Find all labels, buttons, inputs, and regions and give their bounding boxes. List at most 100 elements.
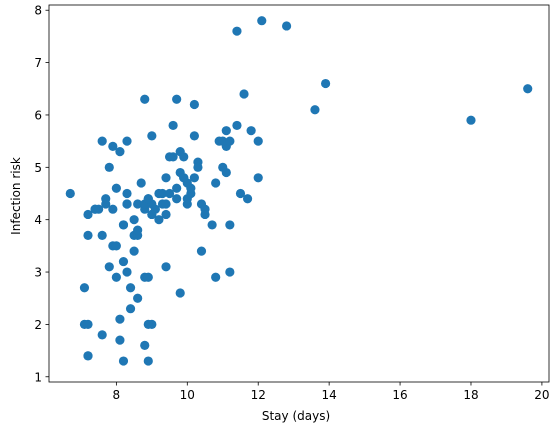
x-tick-label: 14 — [322, 388, 337, 402]
data-point — [90, 204, 100, 214]
y-tick-label: 6 — [34, 108, 42, 122]
data-point — [140, 94, 150, 104]
data-point — [281, 21, 292, 31]
data-point — [221, 167, 231, 178]
data-point — [143, 272, 153, 282]
y-axis-label: Infection risk — [9, 157, 23, 235]
data-point — [164, 188, 175, 199]
data-point — [147, 209, 157, 220]
data-point — [133, 199, 143, 209]
data-point — [97, 230, 107, 240]
data-point — [466, 115, 476, 125]
data-point — [225, 220, 235, 230]
y-tick-label: 1 — [34, 370, 42, 384]
data-point — [218, 136, 228, 146]
data-point — [104, 162, 114, 172]
data-point — [207, 220, 217, 230]
data-point — [200, 204, 210, 214]
data-point — [118, 256, 129, 267]
data-point — [65, 188, 75, 199]
y-tick-label: 4 — [34, 213, 42, 227]
data-point — [225, 267, 235, 277]
data-point — [108, 141, 118, 151]
x-tick-label: 12 — [251, 388, 266, 402]
data-point — [101, 194, 111, 204]
data-point — [523, 84, 533, 94]
data-point — [83, 209, 93, 220]
data-point — [125, 283, 136, 293]
data-point — [189, 173, 199, 183]
data-point — [221, 126, 231, 136]
data-point — [172, 194, 182, 204]
data-point — [189, 99, 199, 110]
data-point — [133, 293, 143, 303]
y-tick-label: 2 — [34, 318, 42, 332]
data-point — [253, 136, 263, 146]
data-point — [168, 120, 178, 131]
data-point — [320, 78, 331, 89]
y-tick-label: 3 — [34, 266, 42, 280]
data-point — [143, 319, 153, 330]
data-point — [115, 147, 125, 157]
data-point — [242, 194, 253, 204]
data-point — [133, 225, 143, 235]
data-point — [140, 340, 150, 350]
data-point — [235, 188, 246, 199]
data-point — [189, 131, 199, 141]
data-point — [161, 262, 171, 272]
data-point — [225, 136, 235, 146]
y-ticks: 1 2 3 4 5 6 7 8 — [34, 4, 49, 384]
data-point — [179, 152, 189, 162]
y-tick-label: 7 — [34, 56, 42, 70]
data-point — [154, 188, 164, 199]
data-point — [161, 173, 171, 183]
y-tick-label: 8 — [34, 4, 42, 18]
data-point — [172, 183, 182, 193]
x-tick-label: 16 — [392, 388, 407, 402]
data-point — [122, 199, 132, 209]
x-tick-label: 20 — [534, 388, 549, 402]
data-point — [175, 288, 185, 298]
data-point — [79, 283, 90, 293]
data-point — [253, 173, 263, 183]
data-point — [118, 220, 129, 230]
x-tick-label: 18 — [463, 388, 478, 402]
data-point — [129, 215, 139, 225]
data-point — [122, 188, 132, 199]
data-point — [193, 162, 203, 172]
data-point — [239, 89, 249, 99]
data-point — [161, 209, 171, 220]
data-point — [104, 262, 114, 272]
data-point — [122, 267, 132, 277]
x-ticks: 8 10 12 14 16 18 20 — [113, 382, 550, 402]
data-point — [125, 304, 136, 314]
data-point — [164, 152, 175, 162]
data-point — [83, 230, 93, 240]
data-point — [172, 94, 182, 104]
data-point — [111, 272, 121, 282]
data-point — [257, 16, 267, 26]
data-point — [179, 173, 189, 183]
data-point — [211, 178, 221, 188]
data-point — [118, 356, 129, 366]
points-layer — [65, 16, 533, 366]
data-point — [115, 314, 125, 324]
data-point — [143, 194, 153, 204]
data-point — [122, 136, 132, 146]
data-point — [154, 215, 164, 225]
data-point — [97, 330, 107, 340]
data-point — [111, 241, 121, 251]
data-point — [143, 356, 153, 366]
data-point — [83, 351, 93, 361]
y-tick-label: 5 — [34, 161, 42, 175]
data-point — [161, 199, 171, 209]
data-point — [196, 246, 207, 256]
data-point — [136, 178, 146, 188]
data-point — [129, 246, 139, 256]
x-tick-label: 8 — [113, 388, 121, 402]
data-point — [115, 335, 125, 345]
data-point — [83, 319, 93, 330]
data-point — [147, 131, 157, 141]
data-point — [97, 136, 107, 146]
